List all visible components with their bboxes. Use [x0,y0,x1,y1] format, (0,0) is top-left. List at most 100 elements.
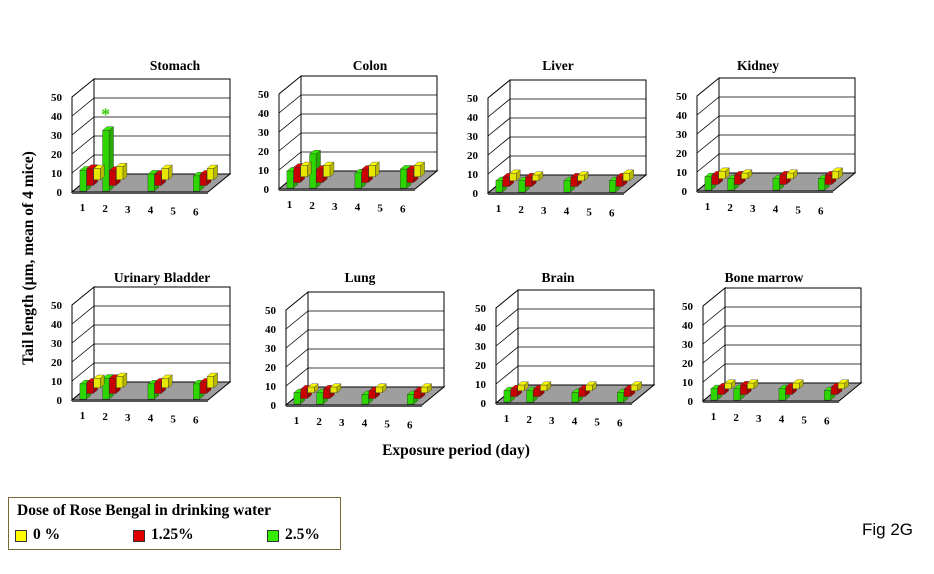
x-tick-label: 4 [148,413,154,425]
y-tick-label: 50 [258,89,270,101]
x-tick-label: 6 [617,418,623,430]
gridline [71,362,230,382]
x-tick-label: 3 [750,203,756,215]
y-tick-label: 10 [51,168,63,180]
legend-title: Dose of Rose Bengal in drinking water [17,502,272,519]
significance-marker: * [101,104,110,124]
y-tick-label: 50 [682,301,694,313]
gridline [696,153,855,173]
bar-day4-series0 [577,171,589,182]
bar-day4-series0 [585,381,597,392]
floor-edge [703,401,839,403]
y-tick-label: 50 [265,305,277,317]
y-tick-label: 0 [264,184,270,196]
bar-day6-series0 [206,372,219,389]
y-tick-label: 10 [475,379,487,391]
x-tick-label: 4 [572,416,578,428]
panel-brain: 0 10 20 30 40 50 1 2 3 4 5 6 Brain [475,270,656,430]
panel-title: Colon [353,58,388,73]
back-wall [517,289,655,386]
bar-day1-series0 [307,383,319,394]
y-tick-label: 40 [475,322,487,334]
x-tick-label: 3 [541,205,547,217]
gridline [71,324,230,344]
x-tick-label: 2 [309,200,315,212]
y-tick-label: 40 [682,320,694,332]
y-tick-label: 0 [682,186,688,198]
bar-day2-series0 [740,169,753,180]
bar-day2-series0 [115,162,128,181]
y-tick-label: 50 [51,92,63,104]
y-tick-label: 40 [467,112,479,124]
gridline [71,154,230,174]
y-tick-label: 50 [475,303,487,315]
back-wall [718,77,856,174]
panel-liver: 0 10 20 30 40 50 1 2 3 4 5 6 Liver [467,58,648,220]
bar-day1-series0 [718,167,730,180]
y-tick-label: 40 [676,110,688,122]
x-tick-label: 5 [384,419,390,431]
gridline [487,98,646,118]
back-wall [724,287,862,384]
y-tick-label: 50 [676,91,688,103]
gridline [278,113,437,133]
panel-colon: 0 10 20 30 40 50 1 2 3 4 5 6 Colon [258,58,439,216]
gridline [71,343,230,363]
legend-swatch-2 [267,530,279,542]
bar-day4-series0 [161,374,173,389]
x-tick-label: 6 [818,206,824,218]
bar-day4-series0 [368,161,380,178]
gridline [495,308,654,328]
y-tick-label: 0 [473,188,479,200]
bar-day2-series0 [115,372,128,389]
x-tick-label: 6 [400,204,406,216]
x-tick-label: 1 [711,411,717,423]
gridline [495,346,654,366]
y-tick-label: 30 [475,341,487,353]
bar-day6-series0 [206,164,219,181]
x-tick-label: 2 [518,204,524,216]
gridline [285,348,444,368]
x-tick-label: 2 [733,412,739,424]
y-tick-label: 10 [676,167,688,179]
x-tick-label: 3 [339,417,345,429]
bar-day6-series0 [837,379,850,390]
x-tick-label: 4 [773,204,779,216]
floor-edge [488,193,624,195]
back-wall [509,79,647,176]
x-tick-label: 2 [316,416,322,428]
floor-edge [279,189,415,191]
x-tick-label: 4 [148,205,154,217]
y-tick-label: 10 [51,376,63,388]
x-tick-label: 4 [362,418,368,430]
y-tick-label: 10 [265,381,277,393]
floor-edge [697,191,833,193]
x-tick-label: 2 [727,202,733,214]
x-tick-label: 5 [170,414,176,426]
y-tick-label: 30 [51,130,63,142]
legend-swatch-0 [15,530,27,542]
gridline [702,344,861,364]
floor-edge [72,400,208,402]
x-tick-label: 5 [377,203,383,215]
y-tick-label: 40 [258,108,270,120]
gridline [696,96,855,116]
y-tick-label: 20 [682,358,694,370]
panel-lung: 0 10 20 30 40 50 1 2 3 4 5 6 Lung [265,270,446,432]
gridline [495,327,654,347]
panel-title: Stomach [150,58,201,73]
y-tick-label: 0 [57,187,63,199]
back-wall [307,291,445,388]
x-tick-label: 3 [125,204,131,216]
bar-day6-series0 [630,381,643,392]
bar-day2-series0 [539,381,552,392]
back-wall [93,78,231,175]
y-tick-label: 40 [51,111,63,123]
bar-day1-series0 [93,164,105,181]
y-tick-label: 0 [688,396,694,408]
gridline [702,325,861,345]
gridline [71,305,230,325]
x-tick-label: 2 [102,411,108,423]
y-tick-label: 30 [51,338,63,350]
